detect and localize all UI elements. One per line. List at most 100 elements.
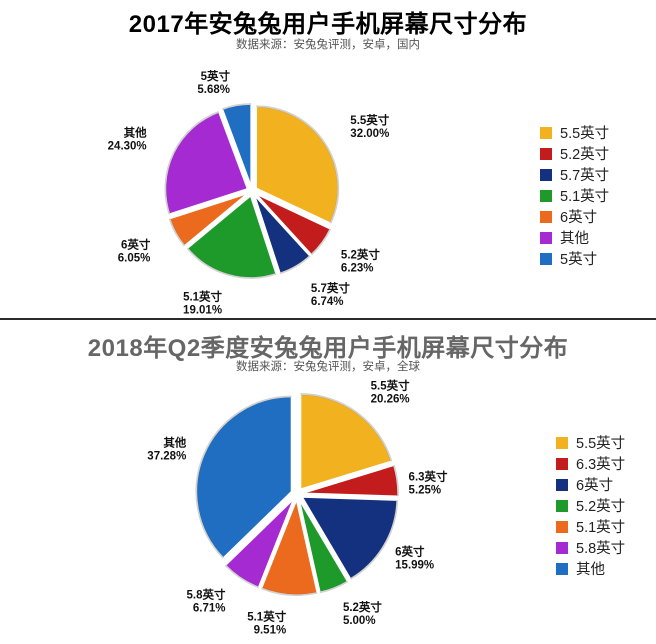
slice-label-value: 32.00% (350, 128, 389, 140)
legend-label: 5.5英寸 (560, 126, 610, 142)
legend-item: 5.2英寸 (556, 495, 625, 516)
pie-slice-rim (224, 564, 260, 589)
legend-item: 6.3英寸 (556, 453, 625, 474)
slice-label-name: 其他 (163, 435, 186, 449)
slice-label-name: 5.2英寸 (343, 600, 382, 614)
legend-item: 5英寸 (540, 248, 597, 269)
pie-slice-rim (319, 580, 349, 594)
legend-item: 5.5英寸 (540, 122, 609, 143)
slice-label-value: 6.71% (193, 603, 226, 615)
slice-label-name: 5英寸 (201, 69, 231, 83)
legend-label: 5.1英寸 (576, 520, 626, 536)
pie-slice (255, 105, 339, 225)
legend-swatch (556, 562, 568, 575)
slice-label-name: 5.5英寸 (371, 379, 410, 393)
legend-label: 其他 (576, 562, 605, 578)
chart-title: 2017年安兔兔用户手机屏幕尺寸分布 (128, 11, 528, 38)
legend-label: 6英寸 (560, 210, 598, 226)
slice-label-value: 5.25% (409, 485, 442, 497)
legend-swatch (556, 478, 568, 491)
slice-label-value: 5.68% (197, 84, 230, 96)
legend-swatch (556, 436, 568, 449)
legend-swatch (540, 168, 552, 181)
slice-label-value: 24.30% (108, 141, 147, 153)
legend-label: 其他 (560, 231, 589, 247)
slice-label-name: 5.1英寸 (183, 289, 222, 303)
legend-swatch (556, 457, 568, 470)
slice-label-value: 9.51% (254, 625, 287, 637)
legend-label: 5英寸 (560, 252, 598, 268)
pie-slice-rim (279, 255, 311, 275)
legend-item: 6英寸 (556, 474, 613, 495)
legend-swatch (540, 189, 552, 202)
slice-label-name: 6英寸 (121, 237, 151, 251)
slice-label-name: 其他 (124, 126, 147, 140)
pie-slice (298, 499, 349, 594)
legend-label: 6.3英寸 (576, 457, 626, 473)
pie-slice-rim (261, 587, 318, 596)
legend-label: 5.8英寸 (576, 541, 626, 557)
pie-slice (253, 194, 311, 275)
slice-label-name: 6.3英寸 (409, 470, 448, 484)
pie-slice (255, 193, 332, 256)
chart-2017-panel: 2017年安兔兔用户手机屏幕尺寸分布 数据来源：安兔兔评测，安卓，国内 5.5英… (0, 0, 656, 318)
legend-label: 5.1英寸 (560, 189, 610, 205)
pie-slice (164, 111, 249, 215)
legend-item: 其他 (556, 558, 605, 579)
pie-slice (300, 496, 398, 580)
legend-swatch (540, 126, 552, 139)
pie-slice-rim (168, 218, 186, 247)
pie-slice (299, 393, 393, 491)
pie-slice-rim (310, 228, 332, 256)
slice-label-name: 5.5英寸 (350, 113, 389, 127)
legend-item: 5.8英寸 (556, 537, 625, 558)
slice-label-value: 6.74% (311, 296, 344, 308)
pie-slice (302, 464, 399, 498)
legend-item: 5.1英寸 (540, 185, 609, 206)
pie-slice-rim (186, 247, 277, 279)
slice-label-name: 6英寸 (395, 545, 425, 559)
pie-slice (186, 194, 278, 279)
legend-label: 5.5英寸 (576, 436, 626, 452)
pie-slice (260, 497, 319, 596)
slice-label-value: 15.99% (395, 560, 434, 572)
chart-subtitle: 数据来源：安兔兔评测，安卓，国内 (236, 39, 420, 51)
slice-label-value: 6.05% (118, 252, 151, 264)
slice-label-name: 5.1英寸 (247, 610, 286, 624)
chart-subtitle: 数据来源：安兔兔评测，安卓，全球 (236, 361, 420, 373)
legend-swatch (540, 210, 552, 223)
legend-label: 5.2英寸 (560, 147, 610, 163)
legend-swatch (540, 231, 552, 244)
pie-slice-rim (256, 105, 340, 224)
legend-swatch (540, 147, 552, 160)
legend-label: 5.2英寸 (576, 499, 626, 515)
legend-swatch (556, 541, 568, 554)
pie-slice-rim (392, 465, 399, 497)
legend-item: 5.5英寸 (556, 432, 625, 453)
legend-item: 5.7英寸 (540, 164, 609, 185)
pie-slice (221, 103, 252, 187)
pie-slice-rim (222, 103, 252, 111)
pie-slice (168, 192, 249, 247)
legend-label: 6英寸 (576, 478, 614, 494)
pie-slice-rim (300, 393, 393, 462)
legend-label: 5.7英寸 (560, 168, 610, 184)
slice-label-value: 19.01% (183, 304, 222, 316)
legend-swatch (556, 499, 568, 512)
divider (0, 318, 656, 320)
slice-label-value: 5.00% (343, 615, 376, 627)
chart-title: 2018年Q2季度安兔兔用户手机屏幕尺寸分布 (87, 335, 569, 362)
legend-swatch (556, 520, 568, 533)
slice-label-value: 6.23% (341, 263, 374, 275)
pie-slice (195, 395, 293, 559)
slice-label-value: 37.28% (147, 450, 186, 462)
pie-slice-rim (350, 500, 399, 580)
slice-label-name: 5.8英寸 (187, 588, 226, 602)
pie-slice-rim (164, 111, 220, 215)
pie-slice-rim (195, 395, 292, 559)
legend-swatch (540, 252, 552, 265)
pie-slice (224, 498, 295, 589)
legend-item: 5.2英寸 (540, 143, 609, 164)
